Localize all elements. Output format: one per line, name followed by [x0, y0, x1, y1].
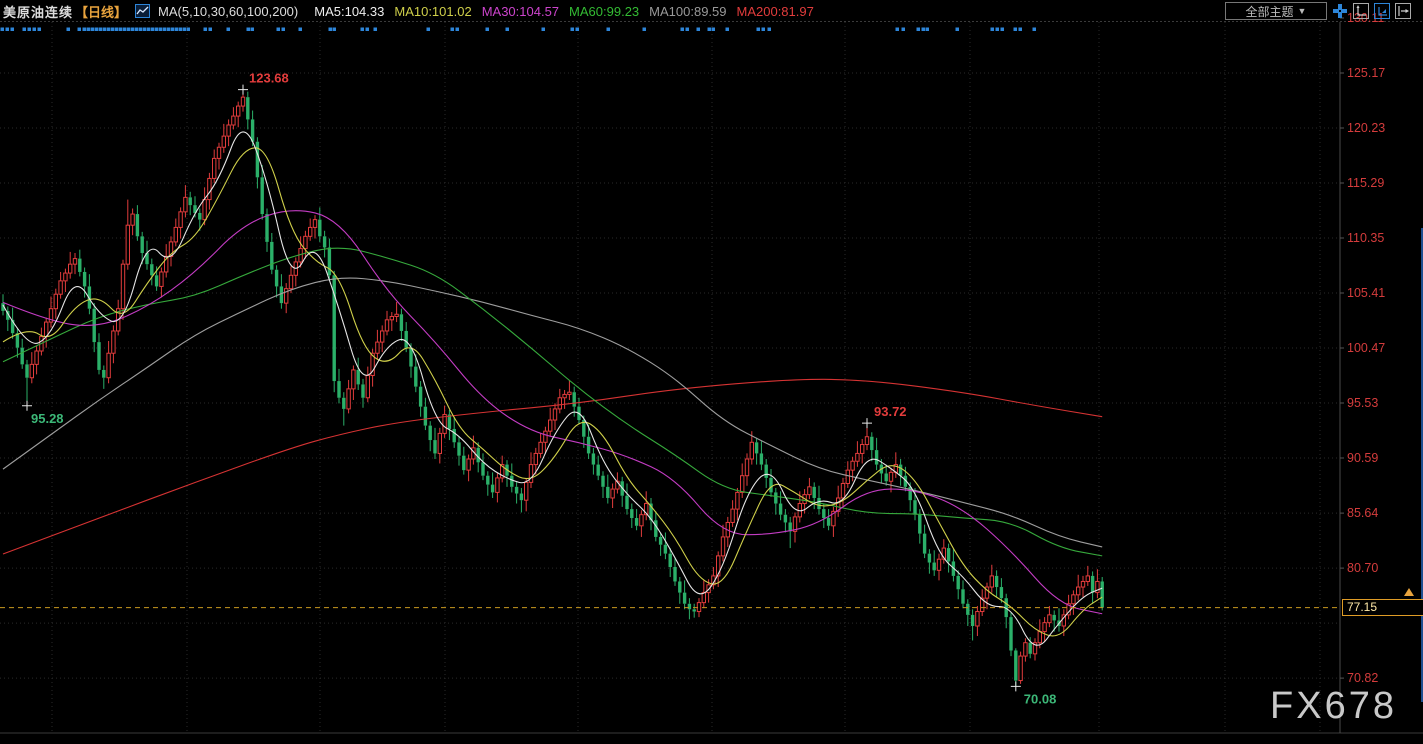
- annotations-layer: 123.68 95.28 93.72 70.08: [22, 71, 1057, 706]
- current-price-box: 77.15: [1342, 599, 1423, 617]
- extreme-price-label: 70.08: [1024, 691, 1057, 706]
- period-label: 【日线】: [75, 4, 128, 20]
- extreme-price-label: 123.68: [249, 71, 289, 86]
- ma-line-ma100: [2, 277, 1103, 548]
- watermark: FX678: [1270, 685, 1397, 727]
- ma-line-ma60: [2, 247, 1103, 557]
- ma-line-ma5: [2, 131, 1103, 646]
- axis-tick-label: 110.35: [1347, 231, 1384, 245]
- extreme-cross-marker: [862, 418, 872, 429]
- axis-tick-label: 115.29: [1347, 176, 1384, 190]
- ma-legend-item: MA200:81.97: [736, 3, 814, 19]
- axis-tick-label: 125.17: [1347, 66, 1385, 80]
- ma-line-ma10: [2, 147, 1103, 637]
- theme-dropdown-label: 全部主题: [1245, 4, 1294, 19]
- axis-tick-label: 100.47: [1347, 341, 1385, 355]
- extreme-price-label: 95.28: [31, 411, 64, 426]
- shift-right-icon[interactable]: [1395, 3, 1411, 19]
- chart-header: 美原油连续 【日线】 MA(5,10,30,60,100,200) MA5:10…: [0, 0, 1423, 22]
- axis-tick-label: 85.64: [1347, 506, 1378, 520]
- window-right-edge: [1421, 228, 1423, 702]
- ma-legend-item: MA60:99.23: [569, 3, 640, 19]
- price-axis[interactable]: 130.11125.17120.23115.29110.35105.41100.…: [1340, 11, 1385, 685]
- ma-line-ma200: [2, 378, 1103, 555]
- extreme-cross-marker: [1010, 681, 1021, 692]
- y-axis-scale-active-icon[interactable]: [1374, 3, 1390, 19]
- ma-legend: MA5:104.33 MA10:101.02 MA30:104.57 MA60:99.…: [304, 4, 814, 19]
- ma-legend-item: MA30:104.57: [481, 3, 560, 19]
- ma-line-ma30: [2, 210, 1103, 615]
- extreme-cross-marker: [238, 84, 248, 95]
- axis-tick-label: 95.53: [1347, 396, 1378, 410]
- extreme-price-label: 93.72: [874, 404, 907, 419]
- extreme-cross-marker: [22, 400, 32, 411]
- grid-layer: [0, 21, 1423, 734]
- ma-legend-item: MA10:101.02: [394, 3, 472, 19]
- axis-tick-label: 90.59: [1347, 451, 1378, 465]
- mini-chart-icon[interactable]: [135, 4, 151, 18]
- axis-tick-label: 80.70: [1347, 561, 1378, 575]
- price-up-arrow-icon: [1404, 587, 1414, 596]
- candles-layer: [1, 89, 1104, 687]
- crosshair-tool-icon[interactable]: [1332, 3, 1348, 19]
- ma-legend-item: MA100:89.59: [649, 3, 727, 19]
- ma-params-label: MA(5,10,30,60,100,200): [158, 3, 299, 19]
- event-dots-layer: [0, 27, 1036, 31]
- chart-toolbar: 全部主题 ▼: [1225, 2, 1411, 20]
- axis-tick-label: 120.23: [1347, 121, 1385, 135]
- y-axis-scale-icon[interactable]: [1353, 3, 1369, 19]
- chevron-down-icon: ▼: [1297, 6, 1307, 16]
- ma-lines-layer: [2, 131, 1103, 646]
- axis-tick-label: 70.82: [1347, 671, 1378, 685]
- theme-dropdown[interactable]: 全部主题 ▼: [1225, 2, 1327, 20]
- axis-tick-label: 105.41: [1347, 286, 1385, 300]
- symbol-title: 美原油连续: [3, 4, 74, 20]
- ma-legend-item: MA5:104.33: [314, 3, 385, 19]
